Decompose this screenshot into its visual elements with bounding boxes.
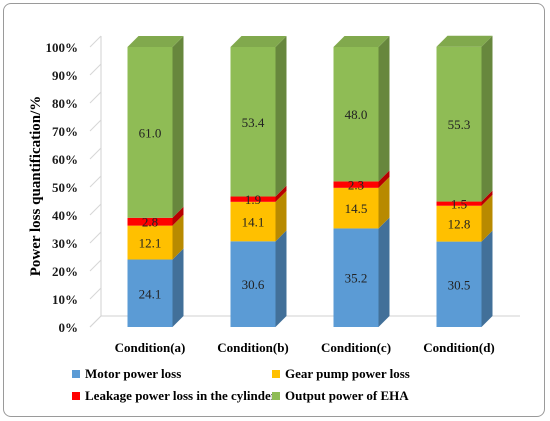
bar-segment-front xyxy=(333,228,379,327)
legend-item: Motor power loss xyxy=(72,366,181,381)
x-category-label: Condition(a) xyxy=(115,340,186,355)
legend-item: Leakage power loss in the cylinder xyxy=(72,388,277,403)
y-tick-label: 50% xyxy=(52,180,78,195)
legend-label: Output power of EHA xyxy=(285,388,409,403)
data-label: 2.8 xyxy=(142,215,158,230)
bar-segment-front xyxy=(333,181,379,188)
x-category-label: Condition(b) xyxy=(217,340,289,355)
bar-segment-front xyxy=(333,47,379,182)
bar-segment-side xyxy=(378,36,390,182)
data-label: 30.5 xyxy=(448,277,471,292)
bar-segment-top xyxy=(230,36,287,47)
y-tick-mark xyxy=(89,315,102,328)
data-label: 14.1 xyxy=(242,215,265,230)
data-label: 30.6 xyxy=(242,277,265,292)
bar-segment-side xyxy=(378,176,390,229)
data-label: 61.0 xyxy=(139,125,162,140)
y-tick-mark xyxy=(89,203,102,216)
bar-layer xyxy=(127,35,493,327)
data-label: 48.0 xyxy=(345,107,368,122)
data-label: 2.3 xyxy=(348,178,364,193)
legend-label: Gear pump power loss xyxy=(285,366,410,381)
y-tick-label: 40% xyxy=(52,208,78,223)
bar-segment-front xyxy=(127,47,173,218)
y-tick-mark xyxy=(89,231,102,244)
bar-segment-front xyxy=(436,46,482,202)
y-tick-mark xyxy=(89,35,102,48)
data-label: 1.9 xyxy=(245,192,261,207)
bar-segment-side xyxy=(378,217,390,327)
legend-swatch xyxy=(72,370,80,378)
bar-segment-side xyxy=(172,248,184,327)
y-axis-label: Power loss quantification/% xyxy=(28,96,44,277)
y-tick-mark xyxy=(89,63,102,76)
data-label: 53.4 xyxy=(242,115,265,130)
label-layer: 24.1 12.1 2.8 61.0 30.6 14.1 1.9 53.4 35.2 14.5 2.… xyxy=(139,107,471,301)
bar-segment-front xyxy=(230,196,276,202)
bar-segment-side xyxy=(275,185,287,202)
x-category-label: Condition(c) xyxy=(321,340,391,355)
bar-segment-front xyxy=(436,241,482,327)
bar-segment-front xyxy=(436,201,482,206)
y-tick-mark xyxy=(89,287,102,300)
data-label: 12.1 xyxy=(139,236,162,251)
bar-segment-side xyxy=(275,190,287,242)
legend-swatch xyxy=(272,392,280,400)
y-tick-mark xyxy=(89,175,102,188)
axis-layer: 0% 10% 20% 30% 40% 50% 60% 70% 80% 90% 100% Conditi… xyxy=(46,35,520,355)
data-label: 14.5 xyxy=(345,201,368,216)
y-tick-label: 100% xyxy=(46,40,79,55)
y-tick-label: 80% xyxy=(52,96,78,111)
data-label: 24.1 xyxy=(139,286,162,301)
data-label: 35.2 xyxy=(345,271,368,286)
bar-segment-side xyxy=(275,230,287,327)
y-tick-label: 20% xyxy=(52,264,78,279)
bar-segment-front xyxy=(127,217,173,226)
legend-item: Gear pump power loss xyxy=(272,366,410,381)
y-tick-mark xyxy=(89,259,102,272)
y-tick-mark xyxy=(89,91,102,104)
y-tick-label: 60% xyxy=(52,152,78,167)
bar-segment-front xyxy=(127,225,173,260)
legend-label: Leakage power loss in the cylinder xyxy=(85,388,277,403)
bar-segment-side xyxy=(172,214,184,260)
data-label: 55.3 xyxy=(448,117,471,132)
bar-segment-top xyxy=(127,36,184,47)
y-tick-mark xyxy=(89,147,102,160)
bar-segment-front xyxy=(230,201,276,242)
bar-segment-side xyxy=(481,190,493,206)
legend-swatch xyxy=(272,370,280,378)
legend-label: Motor power loss xyxy=(85,366,181,381)
bar-segment-side xyxy=(481,230,493,327)
bar-segment-front xyxy=(230,47,276,197)
data-label: 12.8 xyxy=(448,217,471,232)
y-tick-label: 70% xyxy=(52,124,78,139)
data-label: 1.5 xyxy=(451,197,467,212)
bar-segment-side xyxy=(378,170,390,188)
legend-swatch xyxy=(72,392,80,400)
bar-segment-front xyxy=(230,241,276,327)
bar-segment-top xyxy=(333,36,390,47)
x-category-label: Condition(d) xyxy=(423,340,495,355)
bar-segment-front xyxy=(127,259,173,327)
y-tick-label: 30% xyxy=(52,236,78,251)
bar-segment-top xyxy=(436,35,493,47)
bar-segment-front xyxy=(436,205,482,242)
bar-segment-side xyxy=(275,36,287,197)
y-tick-label: 10% xyxy=(52,292,78,307)
y-tick-mark xyxy=(89,119,102,132)
bar-segment-side xyxy=(481,35,493,202)
bar-segment-side xyxy=(481,194,493,242)
legend-item: Output power of EHA xyxy=(272,388,409,403)
y-tick-label: 90% xyxy=(52,68,78,83)
bar-segment-side xyxy=(172,36,184,218)
bar-segment-side xyxy=(172,206,184,226)
bar-segment-front xyxy=(333,187,379,229)
y-tick-label: 0% xyxy=(59,320,79,335)
legend: Motor power loss Gear pump power loss Leak… xyxy=(72,366,410,403)
